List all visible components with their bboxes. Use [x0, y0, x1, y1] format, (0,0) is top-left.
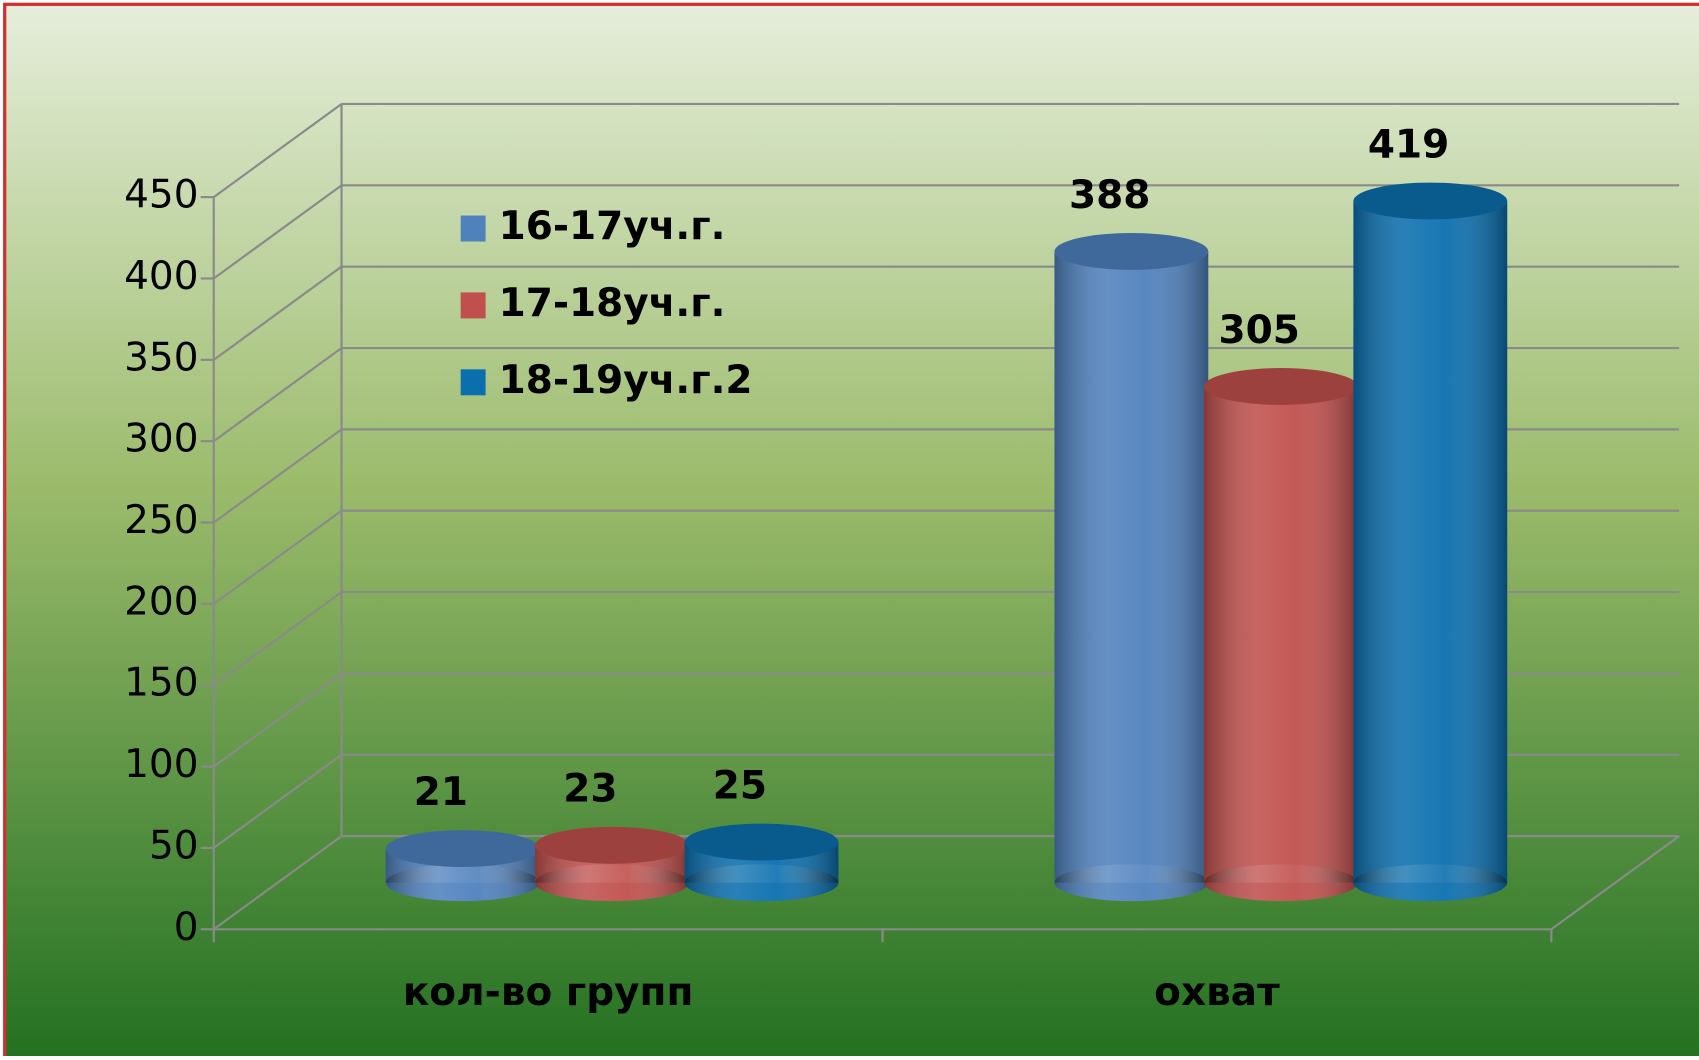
legend-label: 18-19уч.г.2 — [499, 358, 753, 403]
grid-line — [213, 753, 343, 849]
x-tick-label: охват — [1154, 970, 1280, 1015]
bar-top-shade — [535, 826, 689, 864]
bar-base-shade — [1353, 864, 1508, 902]
bar-top — [1203, 368, 1358, 405]
y-tick-label: 350 — [124, 335, 198, 380]
bar-base-shade — [385, 864, 540, 902]
data-label: 305 — [1218, 308, 1299, 353]
data-label: 21 — [414, 770, 468, 815]
bar-shade — [1203, 386, 1358, 883]
grid-line — [213, 184, 343, 280]
grid-line — [213, 509, 343, 605]
bar-top-shade — [684, 823, 839, 861]
x-tick-label: кол-во групп — [403, 970, 694, 1015]
bar-top-shade — [1353, 182, 1508, 220]
bar-top-shade — [1054, 233, 1209, 270]
y-tick-label: 200 — [124, 579, 198, 624]
data-label: 25 — [713, 763, 767, 808]
axis-line — [1550, 835, 1680, 931]
bar-shade — [1353, 200, 1508, 883]
bar-top — [684, 823, 839, 861]
legend-label: 17-18уч.г. — [499, 281, 726, 326]
bar-base-shade — [1054, 864, 1209, 902]
data-label: 23 — [563, 767, 617, 812]
data-label: 419 — [1368, 122, 1449, 167]
bar-shade — [1054, 251, 1209, 883]
data-label: 388 — [1069, 173, 1150, 218]
bar-top — [1054, 233, 1209, 270]
bar-base-shade — [535, 864, 689, 902]
y-tick-label: 250 — [124, 498, 198, 543]
legend-swatch — [460, 215, 486, 242]
grid-line — [213, 103, 343, 198]
grid-line — [213, 347, 343, 443]
legend-label: 16-17уч.г. — [499, 204, 726, 249]
grid-line — [213, 672, 343, 768]
y-tick-label: 150 — [124, 661, 198, 706]
legend-swatch — [460, 292, 486, 319]
bar-base-shade — [1203, 864, 1358, 902]
bar-base-shade — [684, 864, 839, 902]
grid-line — [213, 265, 343, 361]
bar-top — [535, 826, 689, 864]
y-tick-label: 0 — [174, 905, 199, 950]
legend-swatch — [460, 369, 486, 396]
y-tick-label: 400 — [124, 254, 198, 299]
grid-line — [213, 835, 343, 931]
y-tick-label: 50 — [149, 823, 199, 868]
bar-top — [1353, 182, 1508, 220]
grid-line — [213, 428, 343, 524]
y-tick-label: 100 — [124, 742, 198, 787]
bar-top-shade — [1203, 368, 1358, 405]
y-tick-label: 300 — [124, 417, 198, 462]
grid-line — [213, 591, 343, 687]
bar-top — [385, 830, 540, 867]
bar-top-shade — [385, 830, 540, 867]
y-tick-label: 450 — [124, 173, 198, 218]
